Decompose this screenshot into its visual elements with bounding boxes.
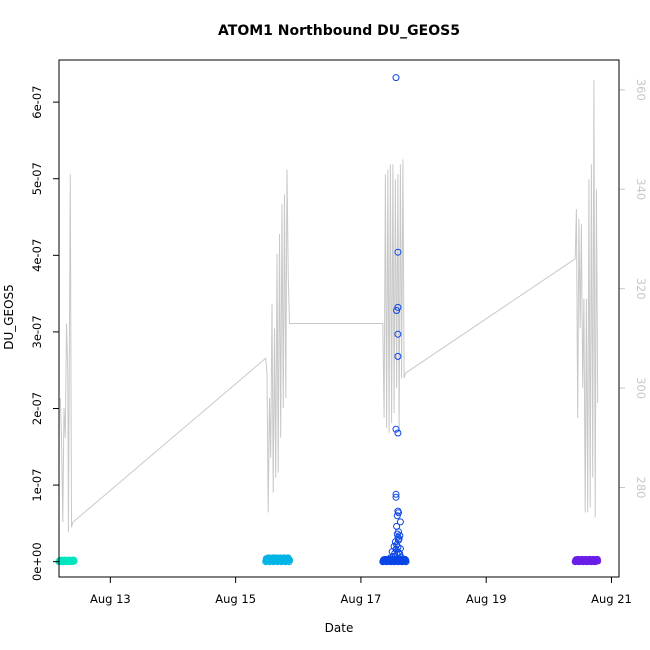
data-point (393, 307, 401, 314)
x-tick-label: Aug 13 (90, 592, 131, 606)
data-point (392, 74, 400, 82)
y-tick-label: 6e-07 (30, 86, 44, 119)
line-series (59, 79, 599, 533)
data-point (397, 553, 405, 561)
data-point (70, 557, 78, 565)
y-tick-label: 4e-07 (30, 239, 44, 272)
y2-tick-label: 340 (634, 178, 648, 200)
y2-tick-label: 360 (634, 79, 648, 101)
data-point (386, 554, 394, 562)
data-point (392, 425, 400, 433)
axes-layer: Aug 13 Aug 15 Aug 17 Aug 19 Aug 21 0e+00 1e-07… (30, 79, 648, 606)
y-tick-label: 2e-07 (30, 392, 44, 425)
data-point (285, 555, 293, 563)
data-point (396, 532, 404, 540)
data-point (266, 556, 274, 564)
data-point (394, 248, 402, 256)
chart-title: ATOM1 Northbound DU_GEOS5 (218, 23, 460, 39)
y-tick-label: 1e-07 (30, 468, 44, 501)
data-point (594, 557, 602, 565)
x-tick-label: Aug 19 (466, 592, 507, 606)
x-tick-label: Aug 15 (215, 592, 256, 606)
data-point (396, 518, 404, 526)
data-point (396, 545, 404, 553)
data-point (276, 555, 283, 563)
data-point (392, 493, 400, 501)
data-point (393, 512, 401, 520)
y2-tick-label: 300 (634, 377, 648, 399)
data-point (286, 556, 293, 564)
y-tick-label: 5e-07 (30, 162, 44, 195)
y2-tick-label: 280 (634, 477, 648, 499)
data-point (402, 558, 410, 566)
data-point (392, 490, 400, 498)
data-point (395, 536, 402, 544)
line-series-layer (59, 79, 599, 533)
y2-tick-label: 320 (634, 278, 648, 300)
x-axis-label: Date (325, 621, 354, 635)
y-tick-label: 0e+00 (30, 542, 44, 581)
data-point (394, 330, 402, 338)
x-tick-label: Aug 17 (341, 592, 382, 606)
plot-frame (58, 59, 620, 578)
data-point (394, 303, 402, 311)
y-axis-label: DU_GEOS5 (2, 284, 16, 350)
data-point (394, 429, 402, 437)
data-point (393, 551, 401, 559)
data-point (271, 554, 278, 562)
data-point (394, 352, 402, 360)
x-tick-label: Aug 21 (591, 592, 632, 606)
y-tick-label: 3e-07 (30, 315, 44, 348)
points-layer (55, 74, 602, 566)
